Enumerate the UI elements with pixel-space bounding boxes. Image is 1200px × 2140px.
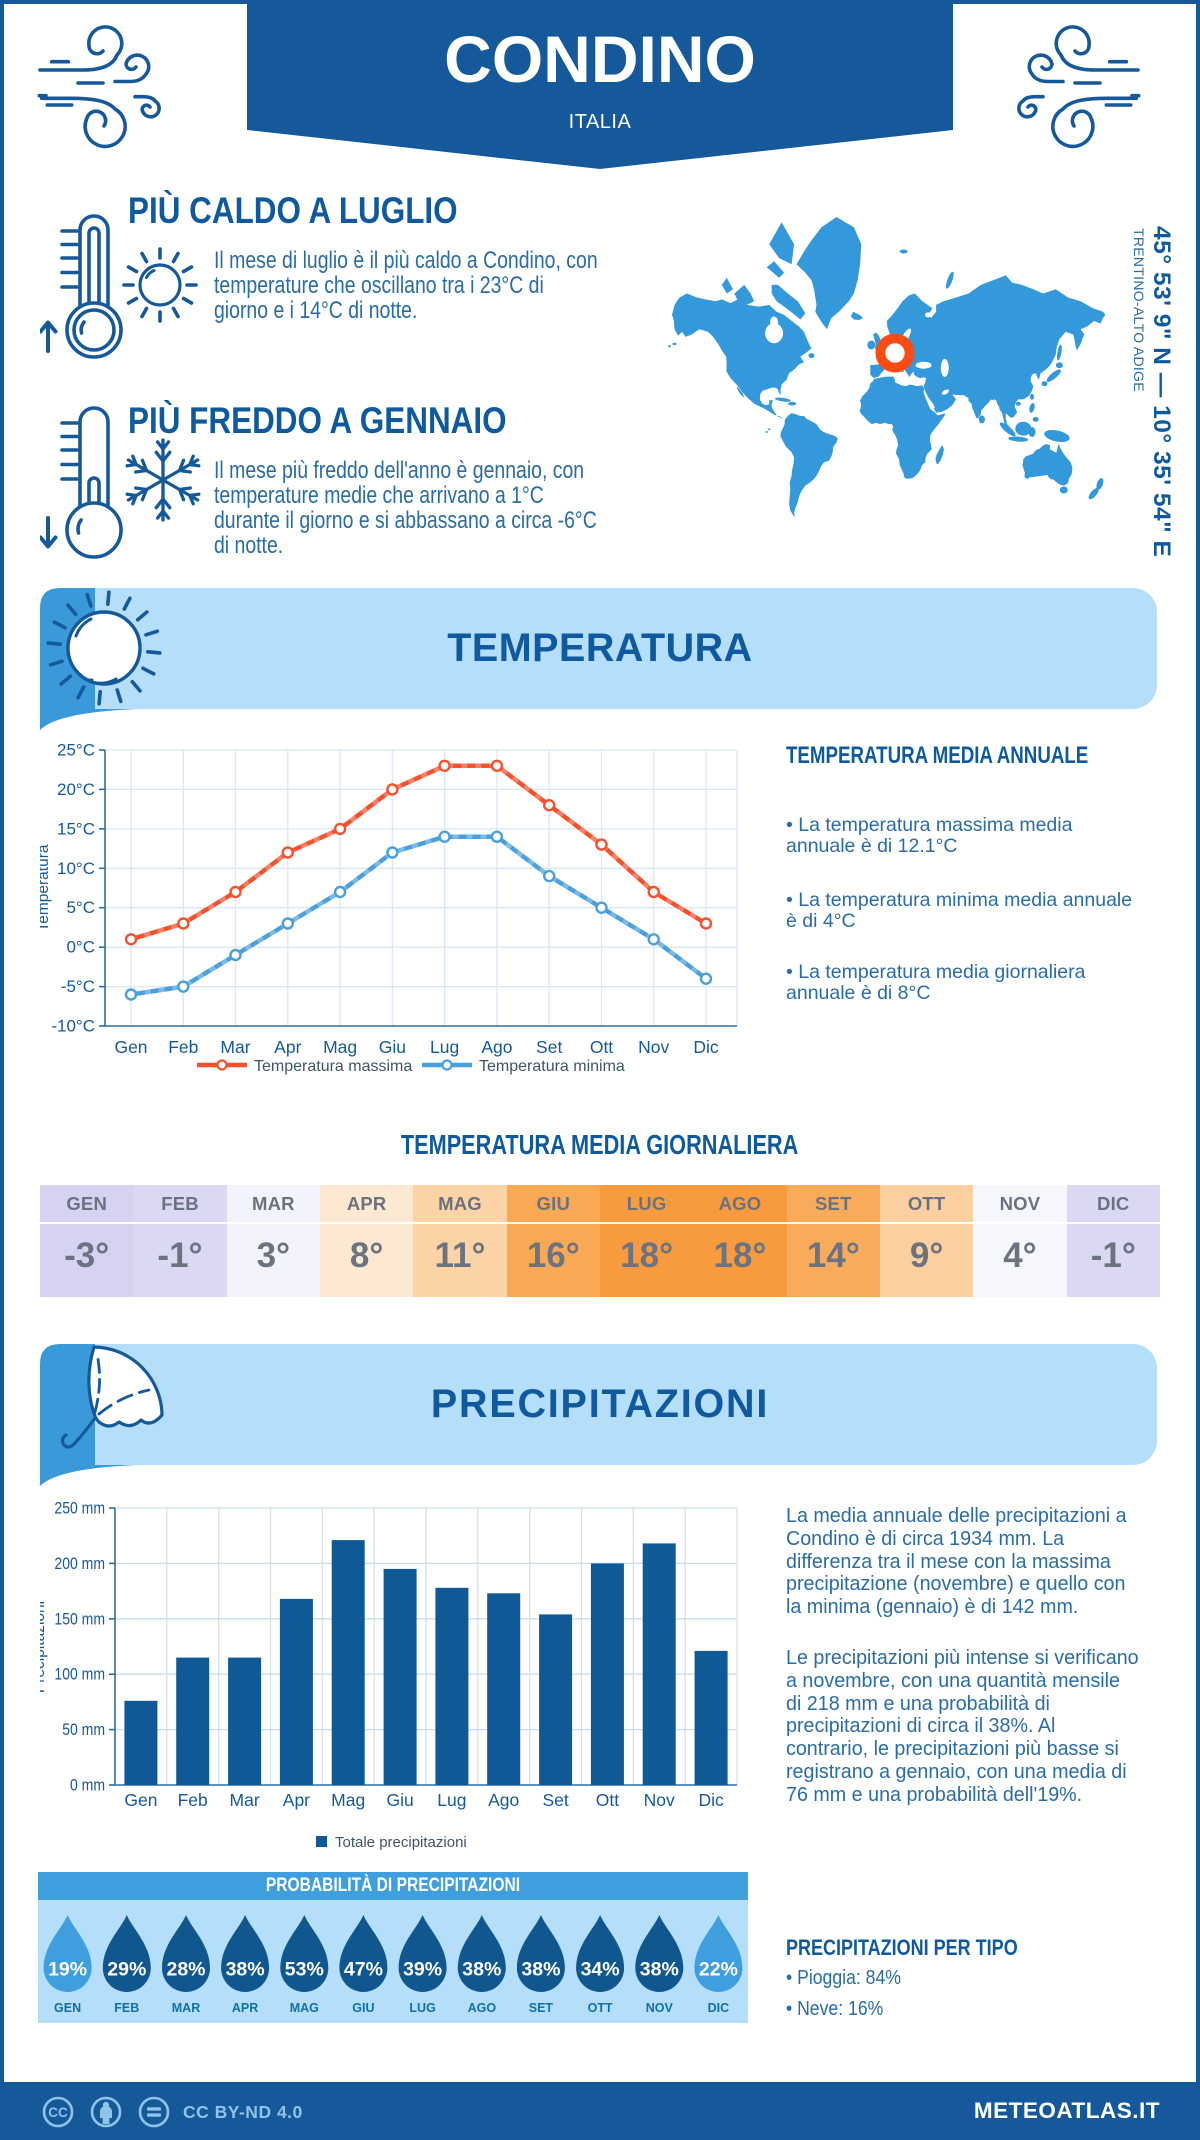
svg-text:50 mm: 50 mm <box>62 1721 105 1739</box>
svg-text:Gen: Gen <box>124 1790 157 1810</box>
svg-text:Ago: Ago <box>481 1037 512 1057</box>
svg-text:Set: Set <box>542 1790 568 1810</box>
svg-text:OTT: OTT <box>588 2001 613 2015</box>
svg-text:Nov: Nov <box>638 1037 669 1057</box>
svg-text:Apr: Apr <box>283 1790 310 1810</box>
svg-text:38%: 38% <box>462 1959 501 1981</box>
svg-text:Precipitazioni: Precipitazioni <box>40 1601 48 1693</box>
svg-text:NOV: NOV <box>646 2001 674 2015</box>
svg-text:Feb: Feb <box>178 1790 208 1810</box>
svg-text:29%: 29% <box>107 1959 146 1981</box>
svg-text:34%: 34% <box>581 1959 620 1981</box>
svg-text:Ott: Ott <box>596 1790 619 1810</box>
svg-text:Dic: Dic <box>693 1037 719 1057</box>
svg-text:Feb: Feb <box>168 1037 198 1057</box>
svg-text:Apr: Apr <box>274 1037 301 1057</box>
svg-text:Ago: Ago <box>488 1790 519 1810</box>
svg-text:GIU: GIU <box>352 2001 374 2015</box>
svg-text:38%: 38% <box>521 1959 560 1981</box>
svg-text:0 mm: 0 mm <box>70 1776 105 1794</box>
svg-text:15°C: 15°C <box>57 819 95 838</box>
svg-text:MAR: MAR <box>172 2001 200 2015</box>
svg-text:AGO: AGO <box>468 2001 497 2015</box>
svg-text:Ott: Ott <box>590 1037 613 1057</box>
svg-text:Mag: Mag <box>331 1790 365 1810</box>
svg-text:Mag: Mag <box>323 1037 357 1057</box>
svg-text:GEN: GEN <box>54 2001 81 2015</box>
svg-text:MAG: MAG <box>290 2001 319 2015</box>
svg-text:Giu: Giu <box>386 1790 413 1810</box>
svg-text:DIC: DIC <box>708 2001 730 2015</box>
svg-text:Nov: Nov <box>644 1790 675 1810</box>
svg-text:25°C: 25°C <box>57 741 95 760</box>
svg-text:20°C: 20°C <box>57 780 95 799</box>
svg-text:Mar: Mar <box>220 1037 250 1057</box>
svg-text:39%: 39% <box>403 1959 442 1981</box>
svg-text:Temperatura: Temperatura <box>40 844 52 931</box>
svg-text:-10°C: -10°C <box>51 1017 95 1036</box>
svg-text:200 mm: 200 mm <box>54 1555 105 1573</box>
svg-text:0°C: 0°C <box>66 938 95 957</box>
svg-text:Set: Set <box>536 1037 562 1057</box>
svg-text:100 mm: 100 mm <box>54 1666 105 1684</box>
svg-text:19%: 19% <box>48 1959 87 1981</box>
svg-text:-5°C: -5°C <box>61 977 95 996</box>
svg-text:SET: SET <box>529 2001 554 2015</box>
svg-text:FEB: FEB <box>114 2001 139 2015</box>
svg-text:Lug: Lug <box>437 1790 466 1810</box>
svg-text:LUG: LUG <box>409 2001 435 2015</box>
svg-text:Mar: Mar <box>230 1790 260 1810</box>
svg-text:38%: 38% <box>226 1959 265 1981</box>
svg-text:150 mm: 150 mm <box>54 1610 105 1628</box>
svg-text:53%: 53% <box>285 1959 324 1981</box>
svg-text:Totale precipitazioni: Totale precipitazioni <box>335 1834 467 1851</box>
svg-text:Gen: Gen <box>114 1037 147 1057</box>
svg-text:Dic: Dic <box>698 1790 724 1810</box>
svg-text:47%: 47% <box>344 1959 383 1981</box>
svg-text:Giu: Giu <box>379 1037 406 1057</box>
svg-text:Temperatura massima: Temperatura massima <box>254 1058 412 1075</box>
svg-text:5°C: 5°C <box>66 898 95 917</box>
svg-text:38%: 38% <box>640 1959 679 1981</box>
svg-text:Temperatura minima: Temperatura minima <box>479 1058 625 1075</box>
svg-text:APR: APR <box>232 2001 258 2015</box>
svg-text:Lug: Lug <box>430 1037 459 1057</box>
svg-text:250 mm: 250 mm <box>54 1499 105 1517</box>
svg-text:22%: 22% <box>699 1959 738 1981</box>
svg-text:10°C: 10°C <box>57 859 95 878</box>
svg-text:CC: CC <box>48 2105 68 2120</box>
svg-text:28%: 28% <box>166 1959 205 1981</box>
